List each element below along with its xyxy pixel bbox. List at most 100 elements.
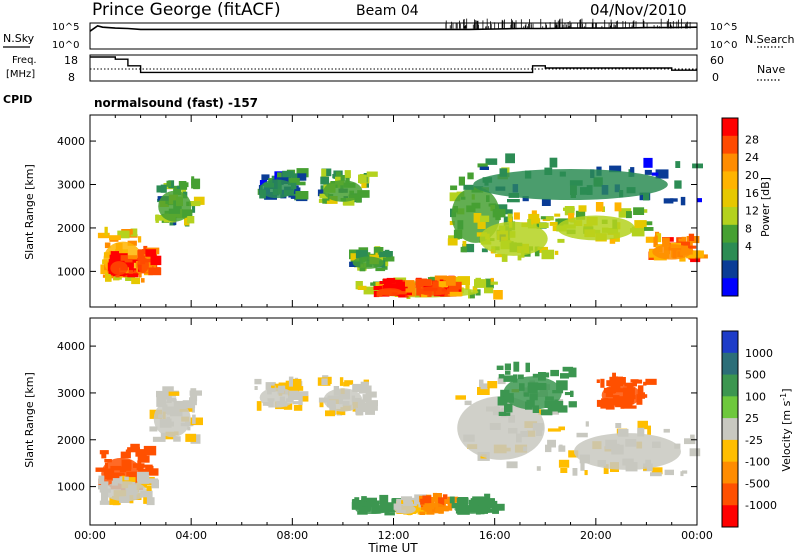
data-cell — [643, 381, 647, 386]
data-cell — [447, 238, 458, 246]
data-cell — [159, 392, 164, 402]
data-cell — [339, 377, 344, 386]
power-panel: 1000 2000 3000 4000 Slant Range [km] — [23, 114, 708, 308]
data-cell — [630, 379, 639, 383]
data-cell — [187, 216, 195, 224]
data-cell — [584, 470, 588, 476]
data-cell — [618, 208, 632, 218]
data-cell — [558, 459, 570, 468]
data-cell — [125, 477, 136, 482]
data-cell — [374, 500, 380, 508]
data-cell — [419, 511, 426, 515]
data-cell — [646, 221, 653, 226]
data-cell — [104, 226, 108, 236]
data-cell — [259, 189, 266, 199]
data-cell — [562, 366, 574, 372]
y-tick-label: 2000 — [57, 434, 85, 447]
data-cell — [138, 273, 142, 278]
data-cell — [150, 255, 162, 266]
data-cell — [483, 501, 495, 506]
data-cell — [481, 248, 488, 253]
data-cell — [355, 281, 363, 290]
x-tick-label: 20:00 — [580, 529, 612, 542]
colorbar-cell — [722, 374, 738, 397]
data-blob — [503, 376, 562, 410]
data-cell — [578, 205, 587, 212]
data-cell — [370, 282, 378, 286]
data-cell — [354, 497, 360, 506]
data-cell — [504, 403, 513, 413]
data-cell — [637, 420, 648, 430]
data-cell — [256, 401, 262, 411]
data-cell — [99, 486, 108, 493]
data-cell — [343, 382, 350, 387]
data-cell — [143, 497, 147, 504]
data-cell — [534, 246, 540, 257]
data-cell — [290, 195, 298, 199]
data-blob — [396, 504, 416, 514]
data-cell — [564, 206, 575, 216]
data-cell — [483, 504, 493, 509]
data-cell — [513, 212, 520, 220]
data-cell — [98, 475, 105, 485]
colorbar-cell — [722, 278, 738, 297]
data-cell — [507, 199, 520, 203]
data-cell — [329, 405, 336, 415]
data-cell — [492, 510, 499, 514]
freq-right-tick-top: 60 — [710, 54, 724, 67]
data-cell — [299, 181, 306, 186]
data-cell — [127, 447, 140, 452]
data-cell — [477, 387, 490, 395]
data-cell — [415, 278, 428, 288]
x-tick-label: 12:00 — [378, 529, 410, 542]
data-cell — [361, 179, 367, 189]
velocity-colorbar-frame — [721, 330, 739, 528]
data-cell — [641, 209, 648, 213]
data-cell — [630, 167, 635, 177]
data-cell — [464, 400, 472, 406]
power-colorbar-cells — [722, 118, 738, 297]
freq-right-tick-bottom: 0 — [712, 71, 719, 84]
data-cell — [498, 411, 507, 416]
power-colorbar-frame — [721, 117, 739, 297]
noise-left-tick-bottom: 10^0 — [52, 40, 79, 51]
data-cell — [633, 207, 645, 215]
data-cell — [168, 180, 175, 189]
y-tick-label: 2000 — [57, 222, 85, 235]
data-cell — [680, 196, 686, 206]
data-cell — [612, 377, 617, 383]
data-cell — [480, 383, 488, 390]
data-cell — [109, 238, 119, 242]
data-cell — [490, 500, 498, 507]
data-cell — [112, 478, 121, 484]
data-cell — [682, 470, 688, 474]
x-tick-label: 00:00 — [74, 529, 106, 542]
data-cell — [322, 200, 327, 204]
data-cell — [375, 267, 386, 272]
data-cell — [560, 468, 568, 473]
data-cell — [162, 386, 174, 397]
data-cell — [550, 369, 559, 377]
data-cell — [492, 209, 506, 218]
data-cell — [363, 501, 369, 507]
velocity-colorbar-ticks: 1000 500 100 25 -25 -100 -500 -1000 — [745, 347, 777, 512]
data-cell — [191, 204, 196, 213]
data-cell — [193, 184, 200, 190]
colorbar-cell — [722, 396, 738, 419]
data-cell — [366, 497, 377, 507]
data-cell — [450, 185, 458, 191]
data-cell — [560, 373, 569, 379]
data-cell — [674, 180, 682, 189]
data-cell — [321, 168, 327, 178]
data-blob — [104, 481, 147, 502]
data-cell — [328, 376, 332, 384]
data-cell — [690, 434, 695, 441]
data-cell — [190, 417, 203, 426]
data-cell — [631, 226, 645, 237]
x-axis-label: Time UT — [367, 541, 418, 554]
freq-left-label-1: Freq. — [12, 55, 37, 66]
data-cell — [457, 498, 469, 505]
data-cell — [182, 400, 196, 409]
data-cell — [169, 221, 176, 226]
y-tick-label: 3000 — [57, 179, 85, 192]
